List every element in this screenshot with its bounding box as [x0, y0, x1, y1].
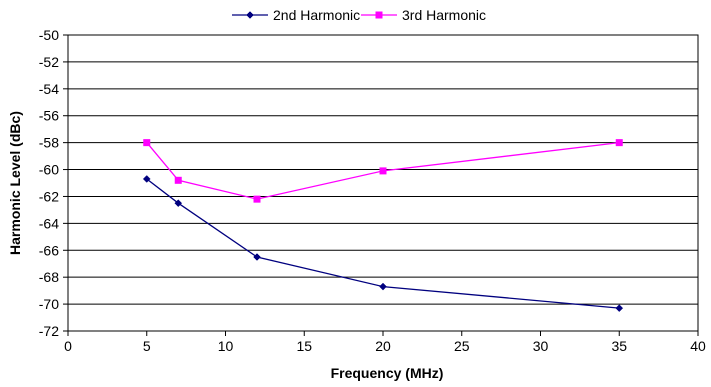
x-tick-label: 25	[454, 338, 470, 354]
data-point	[174, 176, 182, 184]
x-tick-label: 10	[218, 338, 234, 354]
data-point	[143, 139, 151, 147]
y-tick-label: -68	[39, 269, 59, 285]
data-point	[174, 199, 183, 208]
data-point	[615, 139, 623, 147]
y-tick-label: -62	[39, 188, 59, 204]
series-second-harmonic	[142, 175, 624, 312]
data-point	[253, 195, 261, 203]
gridlines	[68, 61, 698, 305]
x-tick-label: 30	[533, 338, 549, 354]
y-axis-title: Harmonic Level (dBc)	[7, 111, 23, 255]
series-layer	[142, 139, 624, 312]
x-tick-label: 20	[375, 338, 391, 354]
data-point	[142, 175, 151, 183]
y-tick-label: -54	[39, 81, 59, 97]
data-point	[615, 304, 624, 312]
legend-marker	[375, 11, 383, 19]
x-tick-label: 15	[296, 338, 312, 354]
legend-item: 3rd Harmonic	[361, 7, 486, 23]
legend-item: 2nd Harmonic	[232, 7, 360, 23]
x-tick-label: 40	[690, 338, 706, 354]
x-axis-title: Frequency (MHz)	[331, 365, 444, 381]
y-tick-label: -66	[39, 242, 59, 258]
legend: 2nd Harmonic 3rd Harmonic	[232, 7, 486, 23]
y-tick-label: -70	[39, 296, 59, 312]
series-third-harmonic	[143, 139, 623, 203]
x-tick-label: 0	[64, 338, 72, 354]
y-tick-label: -72	[39, 323, 59, 339]
x-tick-label: 5	[143, 338, 151, 354]
x-tick-label: 35	[611, 338, 627, 354]
legend-marker	[246, 11, 254, 19]
legend-label: 3rd Harmonic	[402, 7, 486, 23]
y-tick-label: -60	[39, 162, 59, 178]
data-point	[379, 167, 387, 175]
y-tick-label: -64	[39, 215, 59, 231]
data-point	[253, 253, 261, 261]
data-point	[379, 282, 387, 291]
axes: -50 -52 -54 -56 -58 -60 -62 -64 -66 -68 -70 -72 0 5 10…	[39, 27, 706, 354]
legend-label: 2nd Harmonic	[273, 7, 360, 23]
y-tick-label: -56	[39, 108, 59, 124]
y-tick-label: -50	[39, 27, 59, 43]
y-tick-label: -52	[39, 54, 59, 70]
y-tick-label: -58	[39, 135, 59, 151]
